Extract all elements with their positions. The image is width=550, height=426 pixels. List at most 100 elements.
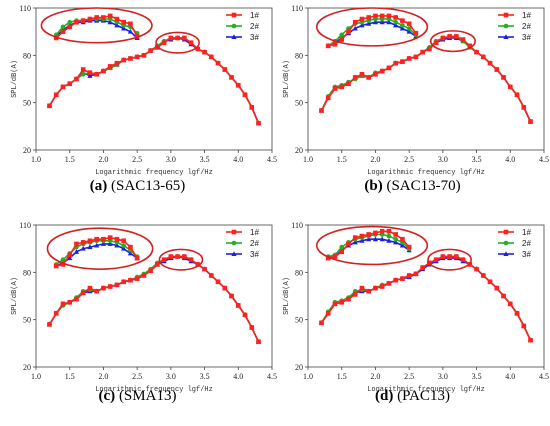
data-point: [420, 49, 425, 55]
legend-label: 3#: [522, 33, 531, 42]
data-point: [406, 21, 412, 27]
data-point: [127, 250, 133, 256]
data-point: [53, 263, 59, 269]
data-point: [366, 288, 371, 294]
legend-label: 2#: [250, 22, 259, 31]
data-point: [406, 56, 412, 61]
data-point: [188, 40, 194, 46]
data-point: [87, 244, 93, 250]
caption-name: (SAC13-70): [382, 178, 461, 194]
chart-panel-1: 1.0 1.5 2.0 2.5 3.0 3.5 4.0 4.5 20 50 80 110 Logarit…: [11, 4, 277, 177]
data-point: [128, 21, 133, 27]
data-point: [175, 35, 180, 41]
x-tick-label: 1.0: [31, 372, 41, 381]
data-point: [386, 13, 392, 19]
data-point: [474, 266, 479, 272]
data-point: [175, 254, 180, 259]
y-axis-label: SPL/dB(A): [283, 60, 291, 98]
data-point: [406, 273, 412, 278]
data-point: [359, 237, 365, 243]
data-point: [339, 32, 345, 38]
data-point: [100, 241, 107, 246]
x-tick-label: 2.0: [98, 372, 108, 381]
series-3: [46, 17, 262, 126]
data-point: [406, 28, 412, 34]
x-tick-label: 3.0: [438, 372, 448, 381]
data-point: [440, 254, 446, 259]
data-point: [94, 15, 99, 20]
data-point: [346, 296, 351, 302]
highlight-ellipse: [40, 7, 153, 44]
plot-frame: [307, 7, 545, 151]
data-point: [101, 15, 106, 20]
legend-marker: [231, 251, 237, 256]
data-point: [501, 75, 506, 80]
data-point: [332, 254, 338, 259]
data-point: [101, 236, 106, 242]
data-point: [528, 119, 533, 124]
legend-item-1: 1#: [226, 228, 259, 237]
data-point: [514, 311, 520, 316]
x-tick-label: 2.5: [404, 372, 414, 381]
series-1: [47, 235, 261, 345]
data-point: [235, 83, 241, 88]
data-point: [242, 312, 248, 318]
data-point: [433, 257, 439, 263]
legend-label: 3#: [522, 250, 531, 259]
data-point: [67, 300, 73, 305]
data-point: [134, 276, 140, 281]
data-point: [359, 285, 365, 291]
data-point: [373, 230, 378, 236]
data-point: [366, 75, 371, 80]
data-point: [487, 279, 493, 285]
data-point: [195, 46, 201, 52]
data-point: [386, 65, 392, 71]
data-point: [73, 249, 80, 254]
y-tick-label: 20: [295, 363, 303, 372]
legend-label: 2#: [522, 22, 531, 31]
data-point: [229, 75, 234, 80]
legend-label: 3#: [250, 250, 259, 259]
data-point: [325, 255, 331, 261]
data-point: [372, 19, 379, 25]
x-axis-label: Logarithmic frequency lgf/Hz: [95, 169, 213, 177]
data-point: [94, 242, 100, 248]
data-point: [379, 229, 385, 234]
y-tick-label: 50: [295, 99, 303, 108]
data-point: [53, 311, 59, 316]
legend-marker: [503, 23, 509, 29]
data-point: [67, 19, 73, 25]
x-tick-label: 4.0: [233, 155, 243, 164]
data-point: [379, 19, 385, 25]
caption-letter: (b): [364, 178, 383, 194]
y-tick-label: 20: [295, 146, 303, 155]
data-point: [393, 239, 399, 245]
data-point: [80, 67, 86, 72]
legend-item-3: 3#: [226, 33, 259, 42]
data-point: [94, 236, 99, 242]
caption-letter: (d): [375, 388, 394, 404]
data-point: [386, 19, 392, 25]
data-point: [400, 18, 405, 23]
x-tick-label: 4.0: [233, 372, 243, 381]
series-line: [48, 255, 260, 343]
data-point: [128, 277, 133, 283]
plot-frame: [35, 7, 273, 151]
data-point: [393, 22, 399, 28]
data-point: [148, 48, 153, 53]
data-point: [339, 300, 345, 305]
data-point: [107, 19, 113, 25]
series-3: [318, 236, 534, 343]
data-point: [249, 105, 255, 110]
series-line: [320, 255, 532, 341]
data-point: [379, 68, 385, 74]
legend-item-3: 3#: [498, 33, 531, 42]
data-point: [339, 249, 345, 255]
data-point: [60, 84, 66, 90]
x-tick-label: 1.0: [303, 155, 313, 164]
x-tick-label: 3.0: [166, 372, 176, 381]
caption-name: (SMA13): [115, 388, 177, 404]
data-point: [494, 67, 500, 72]
data-point: [121, 279, 126, 285]
